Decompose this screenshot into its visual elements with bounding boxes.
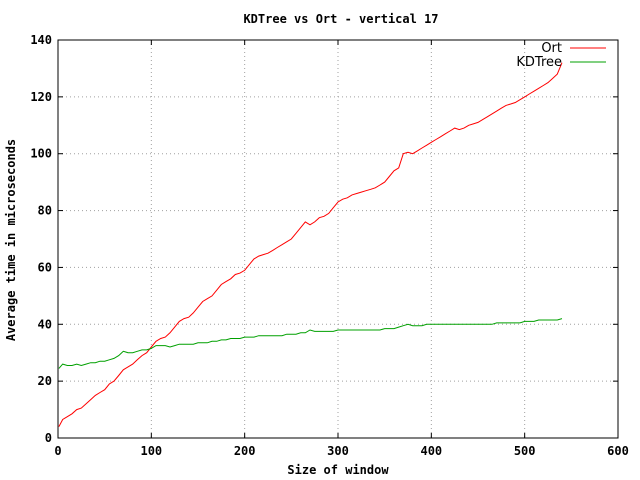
- y-tick-label: 20: [38, 374, 52, 388]
- y-tick-label: 140: [30, 33, 52, 47]
- y-tick-label: 100: [30, 147, 52, 161]
- plot-frame: [57, 39, 619, 439]
- legend-label-kdtree: KDTree: [516, 55, 562, 70]
- x-tick-label: 400: [420, 444, 442, 458]
- series-line-kdtree: [58, 318, 563, 369]
- y-tick-label: 120: [30, 90, 52, 104]
- y-tick-label: 0: [45, 431, 52, 445]
- x-tick-label: 600: [607, 444, 629, 458]
- y-axis-label: Average time in microseconds: [4, 139, 18, 341]
- x-tick-label: 100: [140, 444, 162, 458]
- series-lines: [58, 62, 563, 427]
- x-tick-label: 200: [234, 444, 256, 458]
- y-tick-label: 40: [38, 317, 52, 331]
- x-tick-label: 300: [327, 444, 349, 458]
- axis-ticks: 0 100 200 300 400 500 600 0 20 40 60 80 100 120 140: [30, 33, 629, 458]
- y-tick-label: 60: [38, 260, 52, 274]
- x-tick-label: 0: [54, 444, 61, 458]
- series-line-ort: [58, 62, 563, 427]
- chart-title: KDTree vs Ort - vertical 17: [243, 12, 438, 26]
- y-tick-label: 80: [38, 204, 52, 218]
- x-axis-label: Size of window: [287, 463, 389, 477]
- legend-label-ort: Ort: [541, 41, 562, 56]
- grid-lines: [58, 40, 618, 438]
- x-tick-label: 500: [514, 444, 536, 458]
